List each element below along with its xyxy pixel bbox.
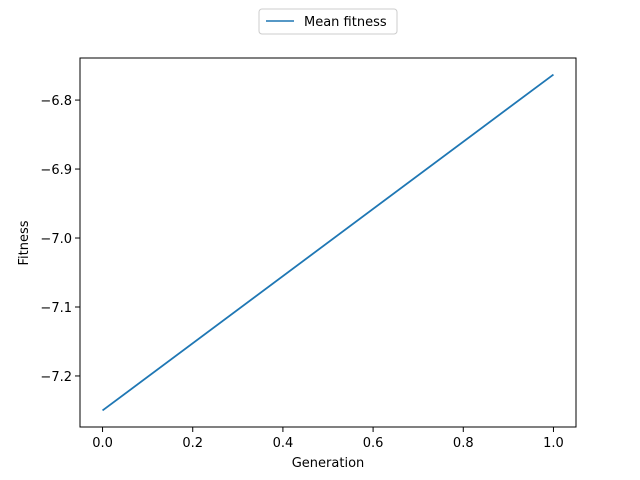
legend-box	[258, 8, 398, 35]
x-tick-label: 0.8	[453, 436, 474, 451]
x-axis-ticks: 0.0 0.2 0.4 0.6 0.8 1.0	[92, 427, 564, 451]
legend-label-mean-fitness: Mean fitness	[304, 15, 387, 30]
x-tick-label: 0.2	[182, 436, 203, 451]
x-axis-label: Generation	[292, 456, 365, 471]
legend: Mean fitness	[258, 8, 398, 35]
y-tick-label: −7.1	[40, 301, 72, 316]
x-tick-label: 1.0	[543, 436, 564, 451]
series-line-mean-fitness	[102, 73, 554, 412]
x-tick-label: 0.4	[273, 436, 294, 451]
plot-area-frame	[79, 57, 577, 428]
y-tick-label: −7.2	[40, 370, 72, 385]
y-tick-label: −7.0	[40, 232, 72, 247]
y-axis-label: Fitness	[17, 220, 32, 265]
x-tick-label: 0.6	[363, 436, 384, 451]
series-layer	[102, 73, 554, 412]
x-tick-label: 0.0	[92, 436, 113, 451]
y-tick-label: −6.8	[40, 94, 72, 109]
y-tick-label: −6.9	[40, 163, 72, 178]
y-axis-ticks: −6.8 −6.9 −7.0 −7.1 −7.2	[40, 94, 80, 385]
